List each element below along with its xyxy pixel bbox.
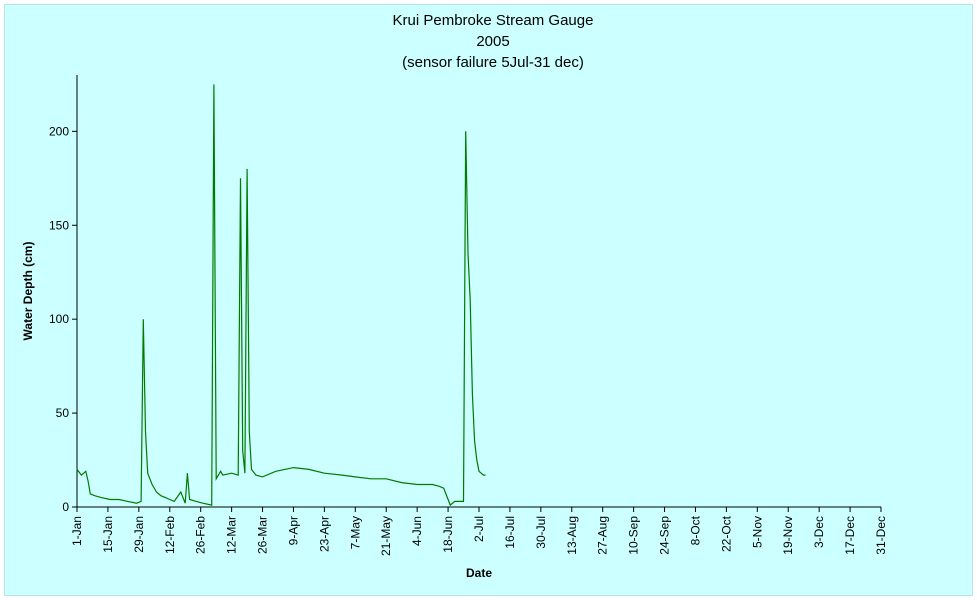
x-tick-label: 18-Jun (441, 516, 455, 553)
y-tick-label: 200 (49, 124, 69, 138)
x-tick-label: 5-Nov (750, 516, 764, 548)
y-tick-label: 100 (49, 312, 69, 326)
series-line-water-depth (76, 84, 486, 507)
x-tick-label: 2-Jul (472, 516, 486, 542)
x-tick-label: 31-Dec (874, 516, 888, 555)
chart-title-line-2: 2005 (476, 33, 509, 50)
x-tick-label: 3-Dec (812, 516, 826, 548)
x-tick-label: 7-May (348, 516, 362, 549)
chart-area: Krui Pembroke Stream Gauge 2005 (sensor fa… (4, 4, 973, 596)
x-tick-label: 24-Sep (658, 516, 672, 555)
x-tick-label: 10-Sep (627, 516, 641, 555)
x-tick-label: 12-Feb (163, 516, 177, 554)
x-tick-label: 4-Jun (410, 516, 424, 546)
x-tick-label: 27-Aug (596, 516, 610, 555)
chart-title: Krui Pembroke Stream Gauge 2005 (sensor fa… (393, 12, 594, 71)
x-axis-ticks: 1-Jan 15-Jan 29-Jan 12-Feb 26-Feb 12-Mar 26-Ma… (70, 507, 888, 556)
y-axis-ticks: 0 50 100 150 200 (49, 124, 77, 514)
x-tick-label: 22-Oct (719, 515, 733, 552)
x-tick-label: 1-Jan (70, 516, 84, 546)
x-tick-label: 30-Jul (534, 516, 548, 549)
x-tick-label: 17-Dec (843, 516, 857, 555)
chart-title-line-1: Krui Pembroke Stream Gauge (393, 12, 594, 29)
x-axis-title: Date (466, 566, 492, 580)
x-tick-label: 26-Mar (256, 516, 270, 554)
x-tick-label: 21-May (379, 516, 393, 556)
x-tick-label: 26-Feb (194, 516, 208, 554)
x-tick-label: 8-Oct (688, 515, 702, 545)
x-tick-label: 12-Mar (225, 516, 239, 554)
y-tick-label: 0 (62, 500, 69, 514)
x-tick-label: 9-Apr (286, 516, 300, 545)
x-tick-label: 16-Jul (503, 516, 517, 549)
x-tick-label: 13-Aug (565, 516, 579, 555)
y-axis-title: Water Depth (cm) (21, 242, 35, 341)
x-tick-label: 29-Jan (132, 516, 146, 553)
x-tick-label: 15-Jan (101, 516, 115, 553)
y-tick-label: 50 (56, 406, 70, 420)
x-tick-label: 23-Apr (317, 516, 331, 552)
x-tick-label: 19-Nov (781, 516, 795, 555)
y-tick-label: 150 (49, 218, 69, 232)
chart-title-line-3: (sensor failure 5Jul-31 dec) (402, 54, 584, 71)
plot-area: 0 50 100 150 200 1-Jan 15-Jan 29-Jan 12-Feb 26-F… (49, 75, 888, 556)
chart-canvas: Krui Pembroke Stream Gauge 2005 (sensor fa… (21, 12, 888, 580)
